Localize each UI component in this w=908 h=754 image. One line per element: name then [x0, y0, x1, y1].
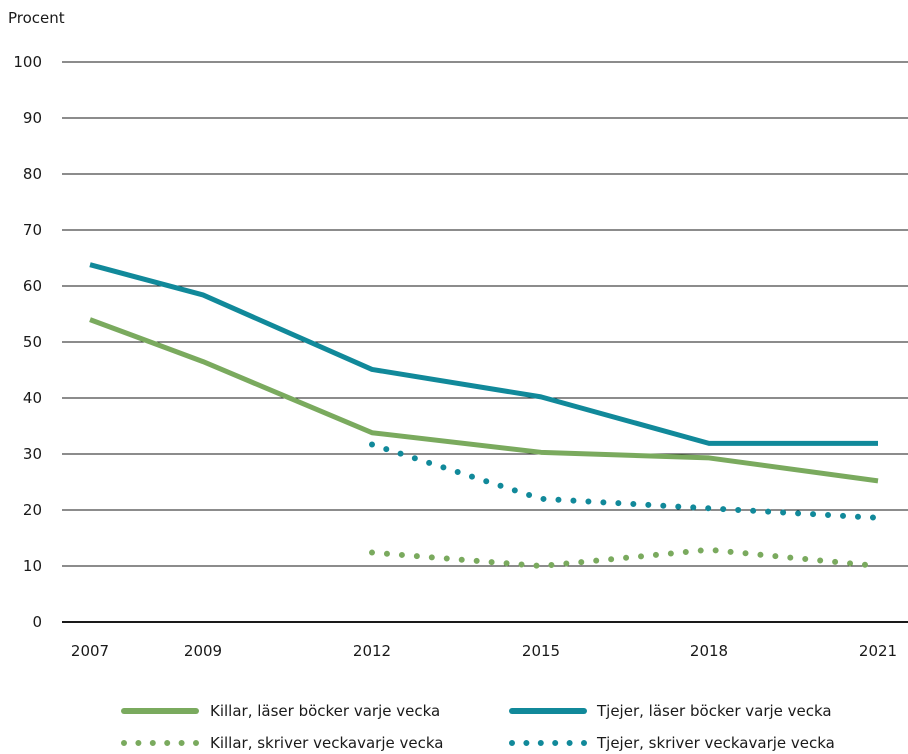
- y-tick-label: 90: [23, 109, 42, 127]
- x-tick-label: 2007: [71, 642, 109, 660]
- y-tick-label: 100: [13, 53, 42, 71]
- series-lines: [89, 262, 881, 570]
- y-tick-label: 30: [23, 445, 42, 463]
- series-line-3: [369, 441, 881, 521]
- series-line-2: [369, 546, 881, 570]
- y-tick-label: 50: [23, 333, 42, 351]
- series-line-0: [89, 317, 879, 484]
- legend-label: Killar, skriver veckavarje vecka: [210, 734, 443, 752]
- legend: Killar, läser böcker varje vecka Tjejer, …: [121, 702, 835, 752]
- y-tick-label: 80: [23, 165, 42, 183]
- legend-label: Tjejer, skriver veckavarje vecka: [596, 734, 835, 752]
- y-tick-labels: 0 10 20 30 40 50 60 70 80 90 100: [13, 53, 42, 631]
- y-tick-label: 40: [23, 389, 42, 407]
- x-tick-label: 2021: [859, 642, 897, 660]
- x-tick-label: 2009: [184, 642, 222, 660]
- y-tick-label: 70: [23, 221, 42, 239]
- x-tick-label: 2018: [690, 642, 728, 660]
- x-tick-label: 2012: [353, 642, 391, 660]
- legend-label: Tjejer, läser böcker varje vecka: [596, 702, 832, 720]
- gridlines: [62, 61, 908, 623]
- x-tick-labels: 2007 2009 2012 2015 2018 2021: [71, 642, 897, 660]
- y-tick-label: 0: [32, 613, 42, 631]
- y-tick-label: 60: [23, 277, 42, 295]
- y-axis-label: Procent: [8, 9, 65, 27]
- y-tick-label: 20: [23, 501, 42, 519]
- series-line-1: [89, 262, 878, 446]
- y-tick-label: 10: [23, 557, 42, 575]
- x-tick-label: 2015: [522, 642, 560, 660]
- legend-label: Killar, läser böcker varje vecka: [210, 702, 440, 720]
